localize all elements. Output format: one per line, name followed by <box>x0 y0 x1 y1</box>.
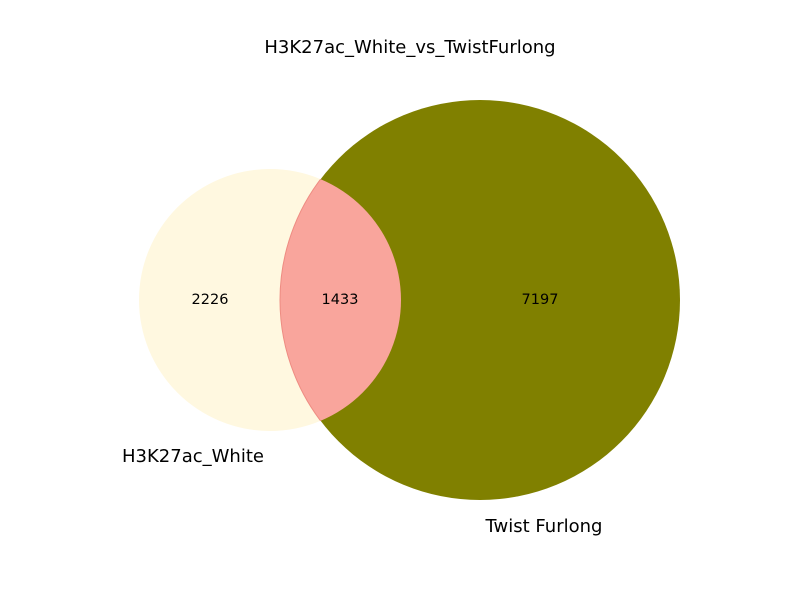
set-a-label: H3K27ac_White <box>122 446 264 467</box>
intersection-count: 1433 <box>322 292 359 308</box>
chart-title: H3K27ac_White_vs_TwistFurlong <box>264 37 555 58</box>
set-b-label: Twist Furlong <box>485 516 603 537</box>
set-a-only-count: 2226 <box>192 292 229 308</box>
set-b-only-count: 7197 <box>522 292 559 308</box>
set-b-circle <box>280 100 680 500</box>
